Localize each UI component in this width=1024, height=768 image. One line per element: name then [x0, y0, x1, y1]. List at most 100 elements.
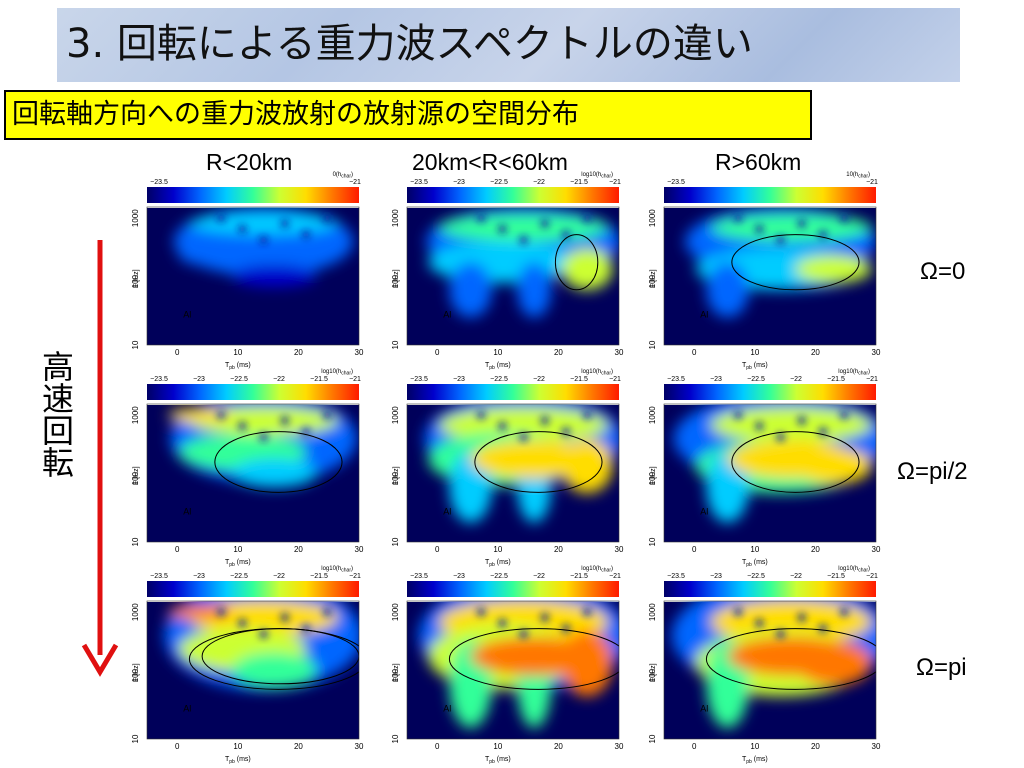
- subtitle-box: [4, 90, 812, 140]
- y-axis-label: F [Hz]: [650, 269, 657, 288]
- y-tick-label: 10: [391, 537, 400, 546]
- contour-line: [554, 234, 599, 291]
- x-tick-label: 10: [750, 742, 759, 751]
- panel-tag: Al: [183, 506, 191, 516]
- colorbar-tick-label: −21.5: [310, 376, 328, 383]
- fast-rotation-label: 高速回転: [37, 350, 75, 478]
- plot-frame: [146, 206, 360, 346]
- row-label-omega-pi-2: Ω=pi/2: [897, 458, 968, 485]
- heatmap-speckle: [776, 236, 785, 245]
- panel-tag: Al: [443, 703, 451, 713]
- x-tick-label: 10: [493, 545, 502, 554]
- colorbar: [147, 384, 359, 400]
- y-tick-label: 100: [131, 668, 140, 682]
- x-tick-label: 10: [493, 742, 502, 751]
- y-tick-label: 1000: [391, 209, 400, 227]
- y-axis-label: F [Hz]: [650, 466, 657, 485]
- y-tick-label: 100: [648, 274, 657, 288]
- y-tick-label: 100: [131, 471, 140, 485]
- heatmap-hotspot: [727, 439, 855, 479]
- rotation-arrow: [81, 240, 119, 677]
- y-tick-label: 1000: [391, 406, 400, 424]
- colorbar-tick-label: −21: [609, 573, 621, 580]
- heatmap-speckle: [217, 214, 226, 223]
- spectrogram-panel: −23.5 −210(hchar) Al 10 100 1000 F [Hz] 0 10 20 30…: [131, 172, 364, 371]
- y-tick-label: 1000: [131, 603, 140, 621]
- colorbar: [407, 581, 619, 597]
- x-tick-label: 0: [435, 742, 440, 751]
- heatmap-speckle: [776, 433, 785, 442]
- heatmap-speckle: [498, 225, 507, 234]
- x-tick-label: 20: [554, 348, 563, 357]
- y-axis-label: F [Hz]: [393, 663, 400, 682]
- colorbar-tick-label: −23.5: [150, 179, 168, 186]
- slide-title: 3. 回転による重力波スペクトルの違い: [66, 21, 753, 67]
- colorbar: [147, 581, 359, 597]
- heatmap-speckle: [734, 608, 743, 617]
- plot-frame: [663, 600, 877, 740]
- heatmap-blob: [517, 262, 552, 318]
- heatmap-speckle: [583, 214, 592, 223]
- x-axis-label: Tpb (ms): [485, 362, 511, 371]
- x-tick-label: 0: [175, 348, 180, 357]
- column-label-inner: R<20km: [206, 149, 293, 175]
- heatmap-blob: [710, 213, 872, 242]
- colorbar: [664, 187, 876, 203]
- heatmap-speckle: [540, 613, 549, 622]
- colorbar-tick-label: −23.5: [667, 179, 685, 186]
- heatmap-speckle: [477, 608, 486, 617]
- heatmap-speckle: [477, 214, 486, 223]
- x-tick-label: 10: [750, 545, 759, 554]
- colorbar-tick-label: −21: [866, 376, 878, 383]
- x-tick-label: 20: [294, 742, 303, 751]
- heatmap-speckle: [280, 613, 289, 622]
- arrow-head: [81, 643, 119, 677]
- contour-line: [214, 431, 343, 493]
- colorbar-tick-label: −22: [790, 376, 802, 383]
- heatmap-speckle: [840, 411, 849, 420]
- heatmap-area: [168, 404, 358, 493]
- heatmap-speckle: [477, 411, 486, 420]
- heatmap-speckle: [498, 422, 507, 431]
- heatmap-area: [671, 601, 876, 728]
- panel-tag: Al: [443, 309, 451, 319]
- x-tick-label: 20: [554, 742, 563, 751]
- x-tick-label: 0: [175, 742, 180, 751]
- heatmap-speckle: [562, 624, 570, 633]
- y-tick-label: 100: [391, 668, 400, 682]
- heatmap-blob: [795, 255, 872, 283]
- heatmap-blob: [449, 262, 492, 318]
- heatmap-blob: [231, 458, 317, 488]
- heatmap-speckle: [323, 214, 332, 223]
- colorbar: [664, 384, 876, 400]
- y-tick-label: 100: [391, 274, 400, 288]
- heatmap-speckle: [583, 608, 592, 617]
- colorbar: [147, 187, 359, 203]
- x-tick-label: 0: [435, 545, 440, 554]
- heatmap-blob: [561, 248, 613, 290]
- panel-tag: Al: [700, 703, 708, 713]
- colorbar-tick-label: −21: [349, 179, 361, 186]
- heatmap-speckle: [238, 619, 247, 628]
- colorbar-tick-label: −21.5: [570, 376, 588, 383]
- x-axis-label: Tpb (ms): [225, 756, 251, 765]
- heatmap-blob: [231, 264, 317, 288]
- x-tick-label: 30: [615, 545, 624, 554]
- x-axis-label: Tpb (ms): [742, 559, 768, 568]
- heatmap-speckle: [323, 411, 332, 420]
- x-tick-label: 30: [355, 545, 364, 554]
- slide-subtitle: 回転軸方向への重力波放射の放射源の空間分布: [12, 99, 579, 130]
- colorbar-tick-label: −22: [790, 573, 802, 580]
- contour-line: [705, 628, 876, 690]
- y-tick-label: 10: [391, 734, 400, 743]
- panel-tag: Al: [700, 506, 708, 516]
- colorbar-tick-label: −22: [273, 376, 285, 383]
- y-tick-label: 10: [648, 340, 657, 349]
- colorbar-tick-label: −21: [866, 573, 878, 580]
- plot-frame: [406, 206, 620, 346]
